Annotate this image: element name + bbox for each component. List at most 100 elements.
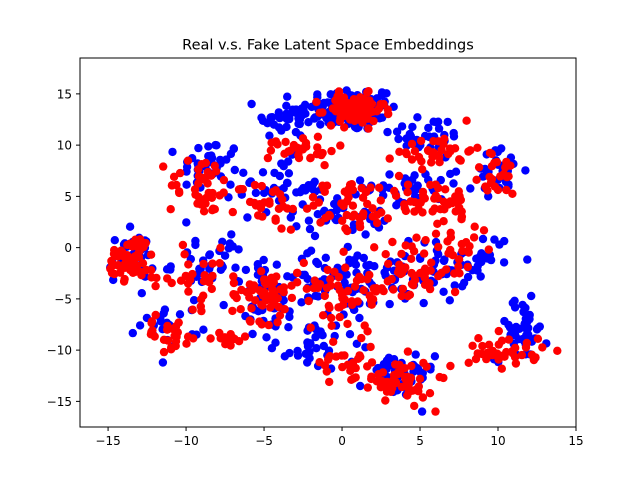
data-point — [361, 188, 371, 197]
data-point — [414, 382, 423, 391]
data-point — [297, 298, 306, 307]
data-point — [236, 305, 245, 314]
data-point — [280, 352, 289, 361]
data-point — [199, 259, 208, 269]
data-point — [288, 105, 297, 114]
data-point — [332, 206, 341, 215]
data-point — [325, 352, 335, 361]
data-point — [151, 310, 160, 320]
data-point — [416, 198, 425, 207]
data-point — [440, 255, 449, 264]
x-tick-label: 10 — [490, 434, 505, 448]
data-point — [375, 183, 384, 192]
data-point — [319, 184, 328, 193]
data-point — [146, 250, 156, 259]
y-tick-label: 5 — [64, 190, 72, 204]
data-point — [445, 144, 455, 153]
data-point — [469, 233, 479, 242]
data-point — [312, 344, 321, 353]
data-point — [265, 199, 274, 208]
data-point — [308, 193, 318, 202]
data-point — [226, 149, 236, 159]
data-point — [340, 278, 349, 287]
data-point — [382, 89, 391, 98]
data-point — [204, 142, 213, 151]
data-point — [227, 230, 236, 239]
data-point — [411, 350, 420, 359]
data-point — [241, 265, 251, 275]
data-point — [391, 191, 401, 200]
data-point — [381, 396, 390, 405]
data-point — [473, 349, 482, 358]
data-point — [502, 185, 511, 195]
data-point — [306, 154, 315, 163]
data-point — [175, 168, 185, 178]
data-point — [208, 206, 217, 215]
data-point — [521, 314, 530, 323]
data-point — [257, 113, 266, 122]
data-point — [510, 325, 519, 334]
data-point — [320, 291, 329, 301]
data-point — [384, 361, 393, 370]
data-point — [249, 281, 259, 290]
data-point — [416, 136, 426, 146]
data-point — [308, 180, 318, 189]
data-point — [110, 236, 120, 245]
data-point — [215, 191, 224, 200]
data-point — [356, 381, 365, 391]
data-point — [337, 351, 346, 360]
data-point — [204, 188, 213, 198]
data-point — [201, 199, 210, 208]
data-point — [403, 180, 413, 189]
data-point — [147, 266, 156, 275]
data-point — [439, 287, 448, 296]
data-point — [368, 212, 377, 221]
data-point — [228, 207, 237, 217]
data-point — [384, 259, 393, 268]
data-point — [402, 134, 411, 143]
data-point — [147, 318, 156, 328]
y-tick-label: −15 — [47, 395, 72, 409]
data-point — [343, 226, 352, 236]
data-point — [258, 301, 267, 310]
data-point — [326, 275, 335, 284]
data-point — [415, 374, 425, 383]
data-point — [517, 350, 527, 360]
data-point — [199, 325, 208, 334]
data-point — [477, 257, 486, 267]
data-point — [357, 333, 366, 343]
data-point — [247, 99, 256, 109]
data-point — [385, 154, 394, 163]
data-point — [433, 219, 442, 228]
data-point — [398, 284, 408, 294]
data-point — [337, 290, 347, 300]
data-point — [494, 326, 503, 336]
data-point — [263, 153, 273, 163]
data-point — [403, 347, 413, 356]
data-point — [258, 212, 267, 221]
data-point — [470, 222, 479, 231]
data-point — [303, 249, 312, 258]
data-point — [309, 201, 318, 210]
data-point — [282, 114, 291, 123]
data-point — [257, 181, 266, 191]
data-point — [420, 264, 430, 273]
data-point — [268, 113, 277, 122]
data-point — [259, 255, 268, 265]
data-point — [319, 341, 328, 351]
data-point — [359, 253, 368, 263]
data-point — [271, 186, 280, 195]
data-point — [434, 137, 443, 146]
data-point — [401, 206, 411, 216]
data-point — [215, 328, 224, 338]
y-tick-label: 0 — [64, 241, 72, 255]
data-point — [519, 307, 528, 317]
data-point — [120, 259, 130, 269]
data-point — [284, 169, 294, 178]
data-point — [522, 338, 531, 348]
data-point — [523, 255, 532, 264]
data-point — [484, 245, 493, 254]
data-point — [322, 367, 331, 376]
scatter-points — [106, 86, 562, 416]
data-point — [355, 176, 365, 185]
